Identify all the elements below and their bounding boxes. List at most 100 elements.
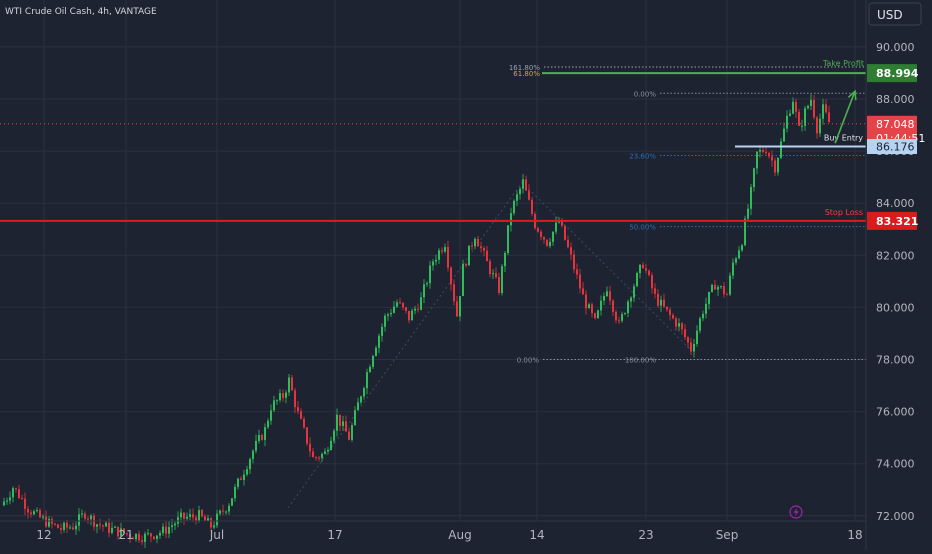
candle: [150, 532, 152, 543]
candle: [3, 497, 5, 507]
candle: [708, 291, 710, 310]
candle: [399, 297, 401, 305]
lightning-icon[interactable]: [789, 505, 803, 519]
candle: [381, 323, 383, 342]
candle: [807, 104, 809, 110]
candle: [540, 229, 542, 241]
candle: [354, 406, 356, 426]
candle: [495, 267, 497, 279]
candle: [342, 415, 344, 431]
candle: [726, 292, 728, 296]
candle: [798, 109, 800, 127]
candle: [135, 533, 137, 542]
candle: [189, 509, 191, 521]
candle: [717, 284, 719, 296]
candle: [753, 167, 755, 192]
candle: [705, 297, 707, 319]
candle: [147, 529, 149, 536]
candle: [477, 235, 479, 247]
candle: [825, 99, 827, 114]
candle: [6, 497, 8, 505]
currency-selector[interactable]: USD: [868, 2, 922, 26]
candle: [735, 256, 737, 266]
candle: [243, 469, 245, 486]
candle: [657, 289, 659, 308]
candle: [129, 532, 131, 543]
candle: [738, 246, 740, 260]
candle: [117, 526, 119, 540]
candle: [84, 511, 86, 522]
y-tick-label: 76.000: [876, 406, 915, 419]
candle: [459, 295, 461, 322]
candle: [804, 105, 806, 131]
candle: [216, 509, 218, 529]
candle: [783, 122, 785, 143]
candle: [24, 492, 26, 516]
candle: [702, 310, 704, 321]
candle: [390, 308, 392, 318]
candle: [435, 254, 437, 266]
candle: [774, 157, 776, 177]
candle: [21, 494, 23, 500]
candle: [666, 306, 668, 312]
candle: [423, 279, 425, 304]
target-arrow-shaft: [834, 90, 856, 144]
candle: [531, 196, 533, 217]
candle: [30, 509, 32, 518]
candle: [177, 511, 179, 528]
candle: [516, 190, 518, 207]
buy-entry-annotation: Buy Entry: [824, 134, 863, 143]
price-axis[interactable]: 72.000 74.000 76.000 78.000 80.000 82.000 84.0…: [876, 41, 915, 523]
candle: [282, 389, 284, 402]
candle: [339, 414, 341, 432]
candle: [111, 522, 113, 535]
candle: [492, 269, 494, 279]
candle: [156, 535, 158, 543]
candle: [606, 286, 608, 298]
candle: [576, 263, 578, 280]
candle: [486, 246, 488, 262]
candle: [270, 404, 272, 425]
candle: [75, 520, 77, 535]
candle: [771, 150, 773, 167]
candle: [252, 449, 254, 464]
candle: [429, 261, 431, 289]
candle: [393, 300, 395, 314]
candle: [15, 487, 17, 493]
candle: [564, 225, 566, 241]
candle: [69, 524, 71, 530]
candle: [543, 236, 545, 245]
candle: [573, 250, 575, 274]
candle: [414, 305, 416, 315]
candle: [333, 428, 335, 444]
candle: [777, 156, 779, 176]
x-tick-label: Jul: [209, 528, 224, 542]
candle: [651, 272, 653, 294]
candle: [408, 310, 410, 324]
candle: [279, 389, 281, 403]
candle: [54, 522, 56, 526]
candle: [795, 98, 797, 119]
candle: [789, 109, 791, 117]
x-tick-label: Aug: [448, 528, 471, 542]
y-tick-label: 84.000: [876, 197, 915, 210]
candle: [294, 387, 296, 414]
candle: [387, 312, 389, 321]
candle: [285, 390, 287, 404]
y-tick-label: 90.000: [876, 41, 915, 54]
time-axis[interactable]: 12 21 Jul 17 Aug 14 23 Sep 18: [36, 528, 862, 542]
candle: [474, 237, 476, 250]
candle: [627, 299, 629, 317]
candle: [621, 311, 623, 323]
candle: [786, 110, 788, 133]
candle: [579, 268, 581, 294]
x-tick-label: Sep: [716, 528, 739, 542]
candles: [3, 94, 830, 549]
candle: [489, 259, 491, 278]
candle: [324, 448, 326, 455]
candle: [450, 266, 452, 291]
candle: [810, 94, 812, 110]
candle: [360, 395, 362, 405]
candle: [258, 429, 260, 444]
